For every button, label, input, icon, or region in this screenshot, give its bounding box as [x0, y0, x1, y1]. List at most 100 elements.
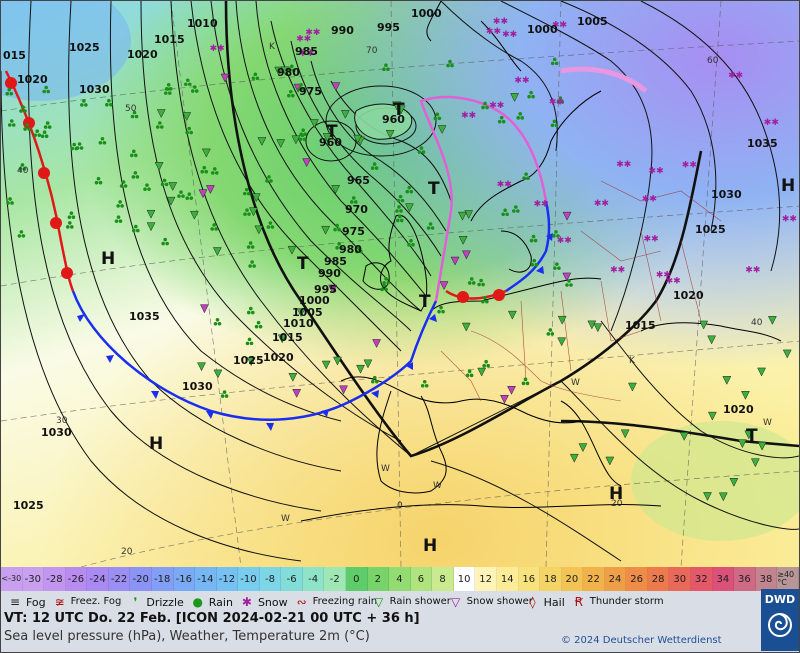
snow-shower-symbol	[198, 189, 208, 199]
hail-icon: ◊	[529, 595, 536, 609]
occluded-front	[419, 95, 548, 302]
rain-shower-symbol	[729, 478, 739, 487]
rain-symbol	[405, 185, 414, 194]
snow-symbol: ✱✱	[305, 28, 320, 38]
high-pressure-centre: H	[149, 434, 163, 454]
pressure-label: 985	[295, 45, 318, 58]
temperature-scale-cell: 32	[691, 567, 713, 591]
snow-symbol: ✱✱	[649, 166, 664, 176]
legend-label: Snow	[257, 595, 288, 609]
latitude-label: 50	[125, 104, 137, 114]
rain-symbol	[43, 121, 52, 129]
copyright-notice: © 2024 Deutscher Wetterdienst	[561, 635, 722, 646]
temperature-scale-cell: 10	[453, 567, 476, 591]
snow-symbol: ✱✱	[782, 214, 797, 224]
rain-symbol	[33, 129, 42, 137]
rain-shower-symbol	[213, 369, 223, 379]
pressure-label: 1005	[577, 15, 608, 28]
rain-symbol	[529, 234, 538, 243]
rain-symbol	[42, 85, 50, 94]
rain-symbol	[382, 63, 390, 71]
rain-shower-symbol	[322, 133, 332, 143]
rain-shower-symbol	[757, 367, 766, 377]
rain-symbol	[19, 105, 27, 113]
latitude-label: 70	[366, 46, 378, 56]
cold-front-2	[505, 200, 551, 293]
rain-symbol	[40, 130, 49, 139]
rain-shower-symbol	[557, 315, 567, 325]
low-pressure-centre: T	[297, 254, 309, 274]
fog-icon: ≡	[9, 595, 21, 609]
snow-symbol: ✱✱	[296, 35, 311, 45]
snow-shower-symbol	[372, 339, 381, 349]
rain-symbol	[185, 192, 194, 200]
latitude-label: 30	[56, 416, 68, 426]
legend-item: ✱ Snow	[239, 595, 288, 609]
latitude-label: 40	[17, 166, 29, 176]
rain-symbol	[265, 175, 273, 183]
rain-shower-symbol	[353, 134, 363, 144]
pressure-label: 1020	[17, 73, 48, 86]
legend-label: Snow shower	[466, 596, 533, 607]
temperature-scale-cell: -28	[44, 567, 66, 591]
rain-symbol	[254, 320, 263, 329]
rain-symbol	[163, 87, 172, 95]
rain-shower-symbol	[189, 210, 199, 220]
pressure-label: 1020	[723, 403, 754, 416]
high-pressure-centre: H	[101, 249, 115, 269]
rain-shower-symbol	[722, 376, 732, 385]
rain-symbol	[467, 277, 476, 285]
latitude-label: 40	[751, 318, 763, 328]
rain-shower-symbol	[146, 222, 156, 232]
rain-symbol	[355, 245, 363, 254]
snow-symbol: ✱✱	[502, 30, 517, 40]
rain-shower-symbol	[782, 349, 792, 359]
latitude-label: 20	[611, 499, 623, 509]
rain-symbol	[349, 196, 358, 204]
rain-symbol	[565, 279, 573, 287]
warm-marker: W	[381, 464, 390, 474]
low-pressure-centre: T	[746, 426, 758, 446]
legend-item: ≆ Freez. Fog	[52, 595, 122, 609]
temperature-scale-cell: 18	[540, 567, 562, 591]
rain-symbol	[243, 208, 251, 216]
rain-symbol	[18, 163, 27, 171]
rain-symbol	[246, 241, 255, 249]
temperature-scale-cell: 26	[626, 567, 648, 591]
rain-symbol	[242, 187, 251, 196]
snow-symbol: ✱✱	[616, 160, 631, 170]
rain-symbol	[417, 146, 426, 154]
temperature-scale-cell: 22	[583, 567, 605, 591]
rain-shower-symbol	[578, 443, 588, 453]
weather-fronts	[4, 66, 648, 421]
rain-symbol	[481, 101, 489, 110]
rain-shower-symbol	[251, 193, 261, 203]
pressure-label: 1025	[13, 499, 44, 512]
rain-shower-symbol	[404, 203, 414, 213]
rain-symbol	[437, 305, 445, 314]
snow-symbol: ✱✱	[497, 180, 512, 190]
pressure-label: 965	[347, 174, 370, 187]
snow-symbol: ✱✱	[745, 265, 760, 275]
cold-front	[71, 290, 438, 421]
rain-shower-symbol	[287, 245, 297, 255]
temperature-scale-cell: 36	[734, 567, 756, 591]
rain-shower-symbol	[254, 225, 264, 235]
rain-symbol	[553, 262, 561, 270]
rain-symbol	[433, 112, 442, 121]
rain-symbol	[530, 258, 539, 267]
rain-symbol	[370, 375, 379, 384]
temperature-scale-cell: <-30	[1, 567, 23, 591]
rain-shower-symbol	[767, 316, 777, 325]
rain-symbol	[155, 121, 164, 129]
rain-symbol	[382, 276, 390, 285]
rain-shower-symbol	[246, 357, 256, 367]
pressure-label: 1030	[711, 188, 742, 201]
thunderstorm-icon: Ꞧ	[574, 595, 583, 609]
legend-label: Rain shower	[389, 596, 451, 607]
rain-symbol	[380, 283, 388, 292]
snow-shower-symbol	[200, 304, 209, 314]
rain-shower-symbol	[276, 139, 286, 149]
legend-label: Drizzle	[146, 595, 184, 609]
